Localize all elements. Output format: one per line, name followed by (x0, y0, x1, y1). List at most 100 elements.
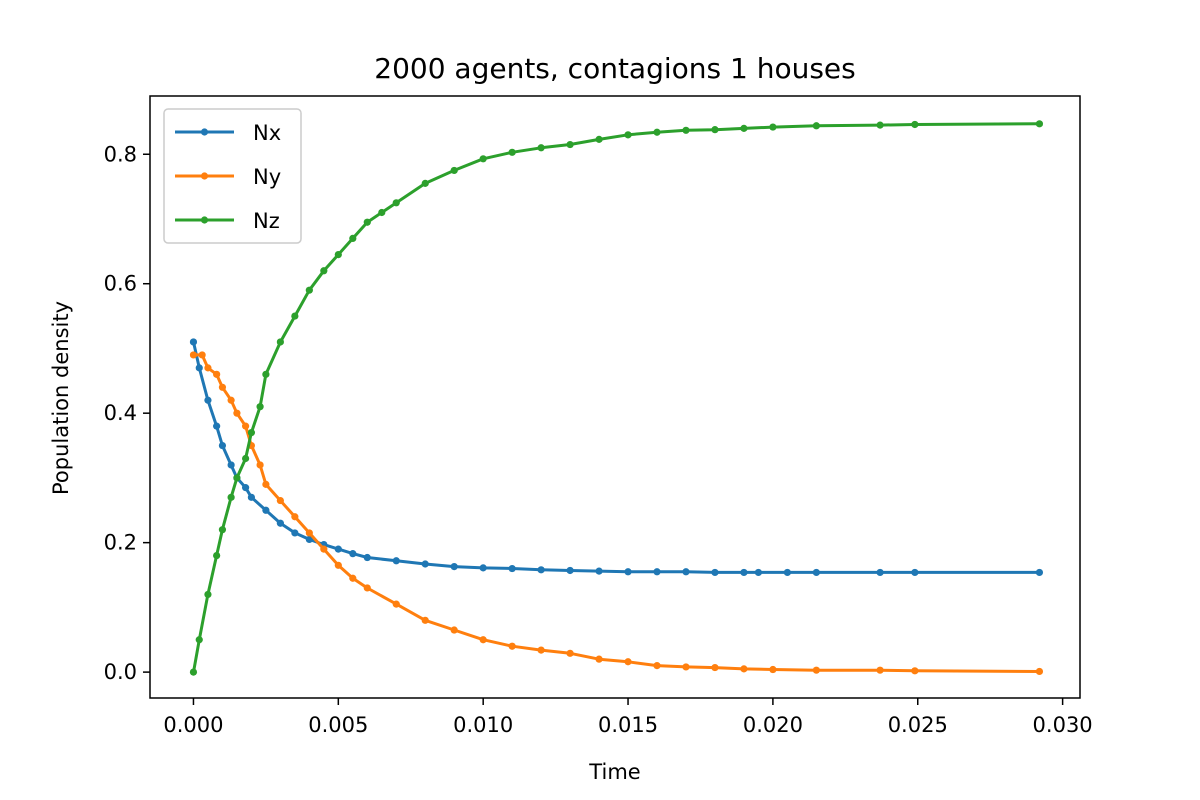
data-point (1035, 667, 1044, 676)
data-point (769, 123, 777, 131)
data-point (421, 560, 429, 568)
data-point (421, 616, 429, 624)
y-tick-label: 0.6 (104, 272, 137, 296)
data-point (740, 665, 748, 673)
data-point (537, 646, 545, 654)
data-point (247, 429, 256, 437)
x-tick-label: 0.025 (888, 713, 948, 737)
data-point (204, 364, 212, 372)
data-point (812, 122, 820, 130)
legend-marker (200, 128, 209, 136)
data-point (276, 519, 284, 527)
data-point (711, 126, 719, 134)
data-point (595, 135, 603, 143)
data-point (262, 370, 270, 378)
data-point (242, 454, 250, 463)
data-point (537, 144, 545, 152)
data-point (189, 668, 198, 676)
data-point (479, 564, 487, 572)
data-point (711, 663, 719, 672)
data-point (305, 286, 313, 294)
data-point (276, 338, 284, 346)
x-tick-label: 0.015 (598, 713, 658, 737)
data-point (392, 557, 400, 565)
data-point (653, 568, 661, 576)
legend-label: Nx (253, 121, 281, 145)
data-point (363, 218, 371, 226)
data-point (392, 199, 400, 207)
data-point (682, 568, 690, 576)
legend-item-nz: Nz (175, 209, 280, 233)
legend-label: Ny (253, 165, 281, 189)
y-tick-label: 0.4 (104, 401, 137, 425)
x-tick-label: 0.020 (743, 713, 803, 737)
data-point (305, 529, 313, 537)
data-point (653, 128, 661, 136)
data-point (262, 506, 270, 514)
data-point (1035, 120, 1044, 128)
data-point (233, 409, 241, 417)
data-point (566, 140, 574, 149)
data-point (256, 403, 264, 411)
data-point (320, 267, 328, 275)
series-ny (189, 351, 1044, 676)
legend-marker (200, 216, 209, 224)
data-point (566, 649, 574, 657)
data-point (334, 561, 342, 569)
data-point (291, 513, 299, 521)
data-point (711, 568, 719, 577)
x-tick-label: 0.005 (308, 713, 368, 737)
data-point (349, 574, 357, 582)
y-axis: 0.0 0.2 0.4 0.6 0.8 (104, 142, 150, 684)
data-point (320, 545, 328, 553)
data-point (204, 590, 212, 599)
series-layer (189, 120, 1044, 676)
data-point (213, 551, 221, 560)
series-nz (189, 120, 1044, 676)
data-point (876, 666, 884, 674)
data-point (479, 636, 487, 644)
x-tick-label: 0.030 (1033, 713, 1093, 737)
data-point (213, 422, 221, 430)
data-point (218, 441, 227, 450)
data-point (242, 484, 250, 492)
data-point (624, 131, 632, 139)
axes-frame (149, 95, 1081, 699)
data-point (189, 338, 198, 346)
data-point (911, 568, 919, 577)
data-point (218, 526, 227, 534)
y-tick-label: 0.0 (104, 660, 137, 684)
data-point (754, 568, 763, 577)
data-point (242, 422, 250, 430)
y-axis-label: Population density (49, 301, 73, 495)
data-point (363, 584, 371, 592)
data-point (392, 600, 400, 608)
x-axis-label: Time (588, 760, 640, 784)
data-point (291, 312, 299, 320)
data-point (595, 567, 603, 575)
data-point (195, 636, 203, 644)
data-point (812, 568, 820, 577)
data-point (378, 208, 386, 217)
data-point (1035, 568, 1044, 577)
data-point (363, 553, 371, 562)
data-point (247, 493, 256, 501)
legend: Nx Ny Nz (163, 108, 302, 244)
data-point (256, 461, 264, 469)
data-point (198, 351, 206, 359)
data-point (508, 148, 516, 156)
data-point (227, 493, 235, 501)
legend-label: Nz (253, 209, 280, 233)
data-point (195, 364, 203, 372)
data-point (334, 250, 342, 259)
data-point (349, 550, 357, 558)
data-point (876, 121, 884, 129)
data-point (189, 351, 198, 359)
data-point (213, 370, 221, 378)
y-tick-label: 0.8 (104, 142, 137, 166)
data-point (624, 658, 632, 666)
data-point (305, 535, 313, 544)
data-point (740, 568, 748, 577)
data-point (262, 480, 270, 488)
